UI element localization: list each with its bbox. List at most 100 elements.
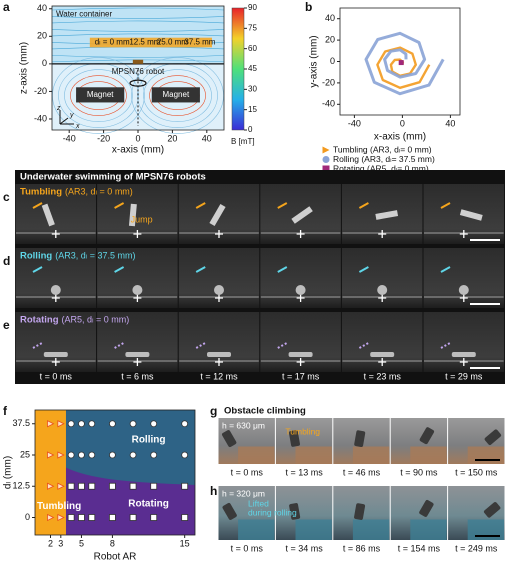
y-tick-label: 40 (37, 3, 47, 13)
point (181, 451, 189, 459)
x-tick-label: 8 (110, 538, 115, 548)
point (109, 514, 116, 521)
field-line (143, 69, 212, 122)
origin-cross (215, 358, 223, 366)
point (57, 482, 65, 490)
point (109, 482, 116, 490)
x-axis-title: Robot AR (94, 552, 137, 563)
colorbar-tick-label: 30 (248, 84, 257, 93)
time-label: t = 6 ms (121, 371, 154, 381)
y-tick-label: 0 (330, 56, 335, 66)
point (47, 451, 55, 459)
axes-icon-label: x (75, 123, 80, 130)
y-tick-label: 20 (325, 34, 335, 44)
panel-title: Obstacle climbing (224, 406, 306, 417)
robot (132, 59, 144, 64)
obstacle (410, 519, 447, 540)
robot (370, 352, 395, 357)
panel-label: h (210, 484, 217, 498)
region-rotating (65, 467, 195, 535)
robot (354, 430, 366, 447)
motion-arrow (358, 342, 369, 349)
origin-cross (51, 358, 60, 366)
colorbar-tick-label: 0 (248, 125, 253, 134)
x-axis-title: x-axis (mm) (374, 132, 426, 143)
origin-cross (459, 358, 468, 366)
field-line (51, 33, 225, 37)
annotation: dₗ = 0 mm (95, 38, 130, 47)
y-tick-label: 0 (42, 58, 47, 68)
point (129, 514, 137, 521)
motion-arrow (32, 202, 43, 209)
field-line (64, 69, 133, 122)
height-label: h = 630 μm (222, 420, 265, 430)
x-tick-label: 0 (135, 133, 140, 143)
annotation: Jump (131, 214, 153, 224)
robot (128, 203, 137, 227)
y-tick-label: 0 (25, 512, 30, 522)
obstacle (352, 519, 390, 540)
annotation: Tumbling (285, 426, 320, 436)
motion-arrow (114, 342, 125, 349)
point (78, 482, 85, 490)
y-axis-title: y-axis (mm) (309, 35, 320, 87)
origin-cross (296, 230, 305, 238)
region-label: Rolling (132, 435, 166, 446)
time-label: t = 46 ms (343, 467, 381, 477)
legend-marker (322, 156, 330, 163)
trajectory (376, 46, 431, 89)
point (150, 514, 158, 521)
x-tick-label: -20 (97, 133, 110, 143)
region-label: Rotating (128, 498, 169, 509)
origin-cross (459, 294, 468, 302)
origin-cross (133, 230, 142, 238)
time-label: t = 86 ms (343, 543, 381, 553)
robot (419, 500, 434, 517)
point (129, 482, 137, 490)
robot (41, 203, 55, 227)
obstacle (410, 446, 447, 464)
motion-arrow (32, 266, 43, 273)
robot (125, 352, 150, 357)
obstacle (238, 446, 275, 464)
panel-label: f (3, 404, 8, 418)
x-tick-label: 0 (400, 118, 405, 128)
robot (288, 430, 300, 447)
distance-strip (89, 37, 212, 48)
robot (222, 502, 237, 520)
y-axis-title: dₗ (mm) (3, 456, 14, 489)
annotation: 37.5 mm (184, 38, 215, 47)
obstacle (295, 446, 332, 464)
time-label: t = 154 ms (398, 543, 441, 553)
time-label: t = 12 ms (200, 371, 238, 381)
x-tick-label: 40 (445, 118, 455, 128)
annotation: 12.5 mm (129, 38, 160, 47)
robot (214, 285, 224, 295)
point (57, 420, 65, 428)
origin-cross (378, 230, 387, 238)
x-tick-label: -40 (348, 118, 361, 128)
obstacle (238, 519, 275, 540)
robot (209, 203, 226, 227)
colorbar-tick-label: 75 (248, 23, 257, 32)
origin-cross (215, 230, 223, 238)
point (67, 451, 75, 459)
motion-arrow (195, 266, 206, 273)
point (129, 451, 137, 459)
panel-label: e (3, 318, 10, 332)
origin-cross (133, 358, 142, 366)
origin-cross (51, 294, 60, 302)
robot (207, 352, 231, 357)
colorbar-tick-label: 60 (248, 44, 257, 53)
axes-icon-label: y (69, 112, 74, 119)
panel-label: d (3, 254, 10, 268)
field-line (149, 75, 206, 116)
point (88, 514, 96, 521)
x-tick-label: 15 (180, 538, 190, 548)
photo-strip (15, 170, 505, 384)
robot (291, 206, 313, 224)
point (150, 451, 158, 459)
origin-cross (51, 230, 60, 238)
x-tick-label: 2 (48, 538, 53, 548)
y-tick-label: -40 (34, 113, 47, 123)
